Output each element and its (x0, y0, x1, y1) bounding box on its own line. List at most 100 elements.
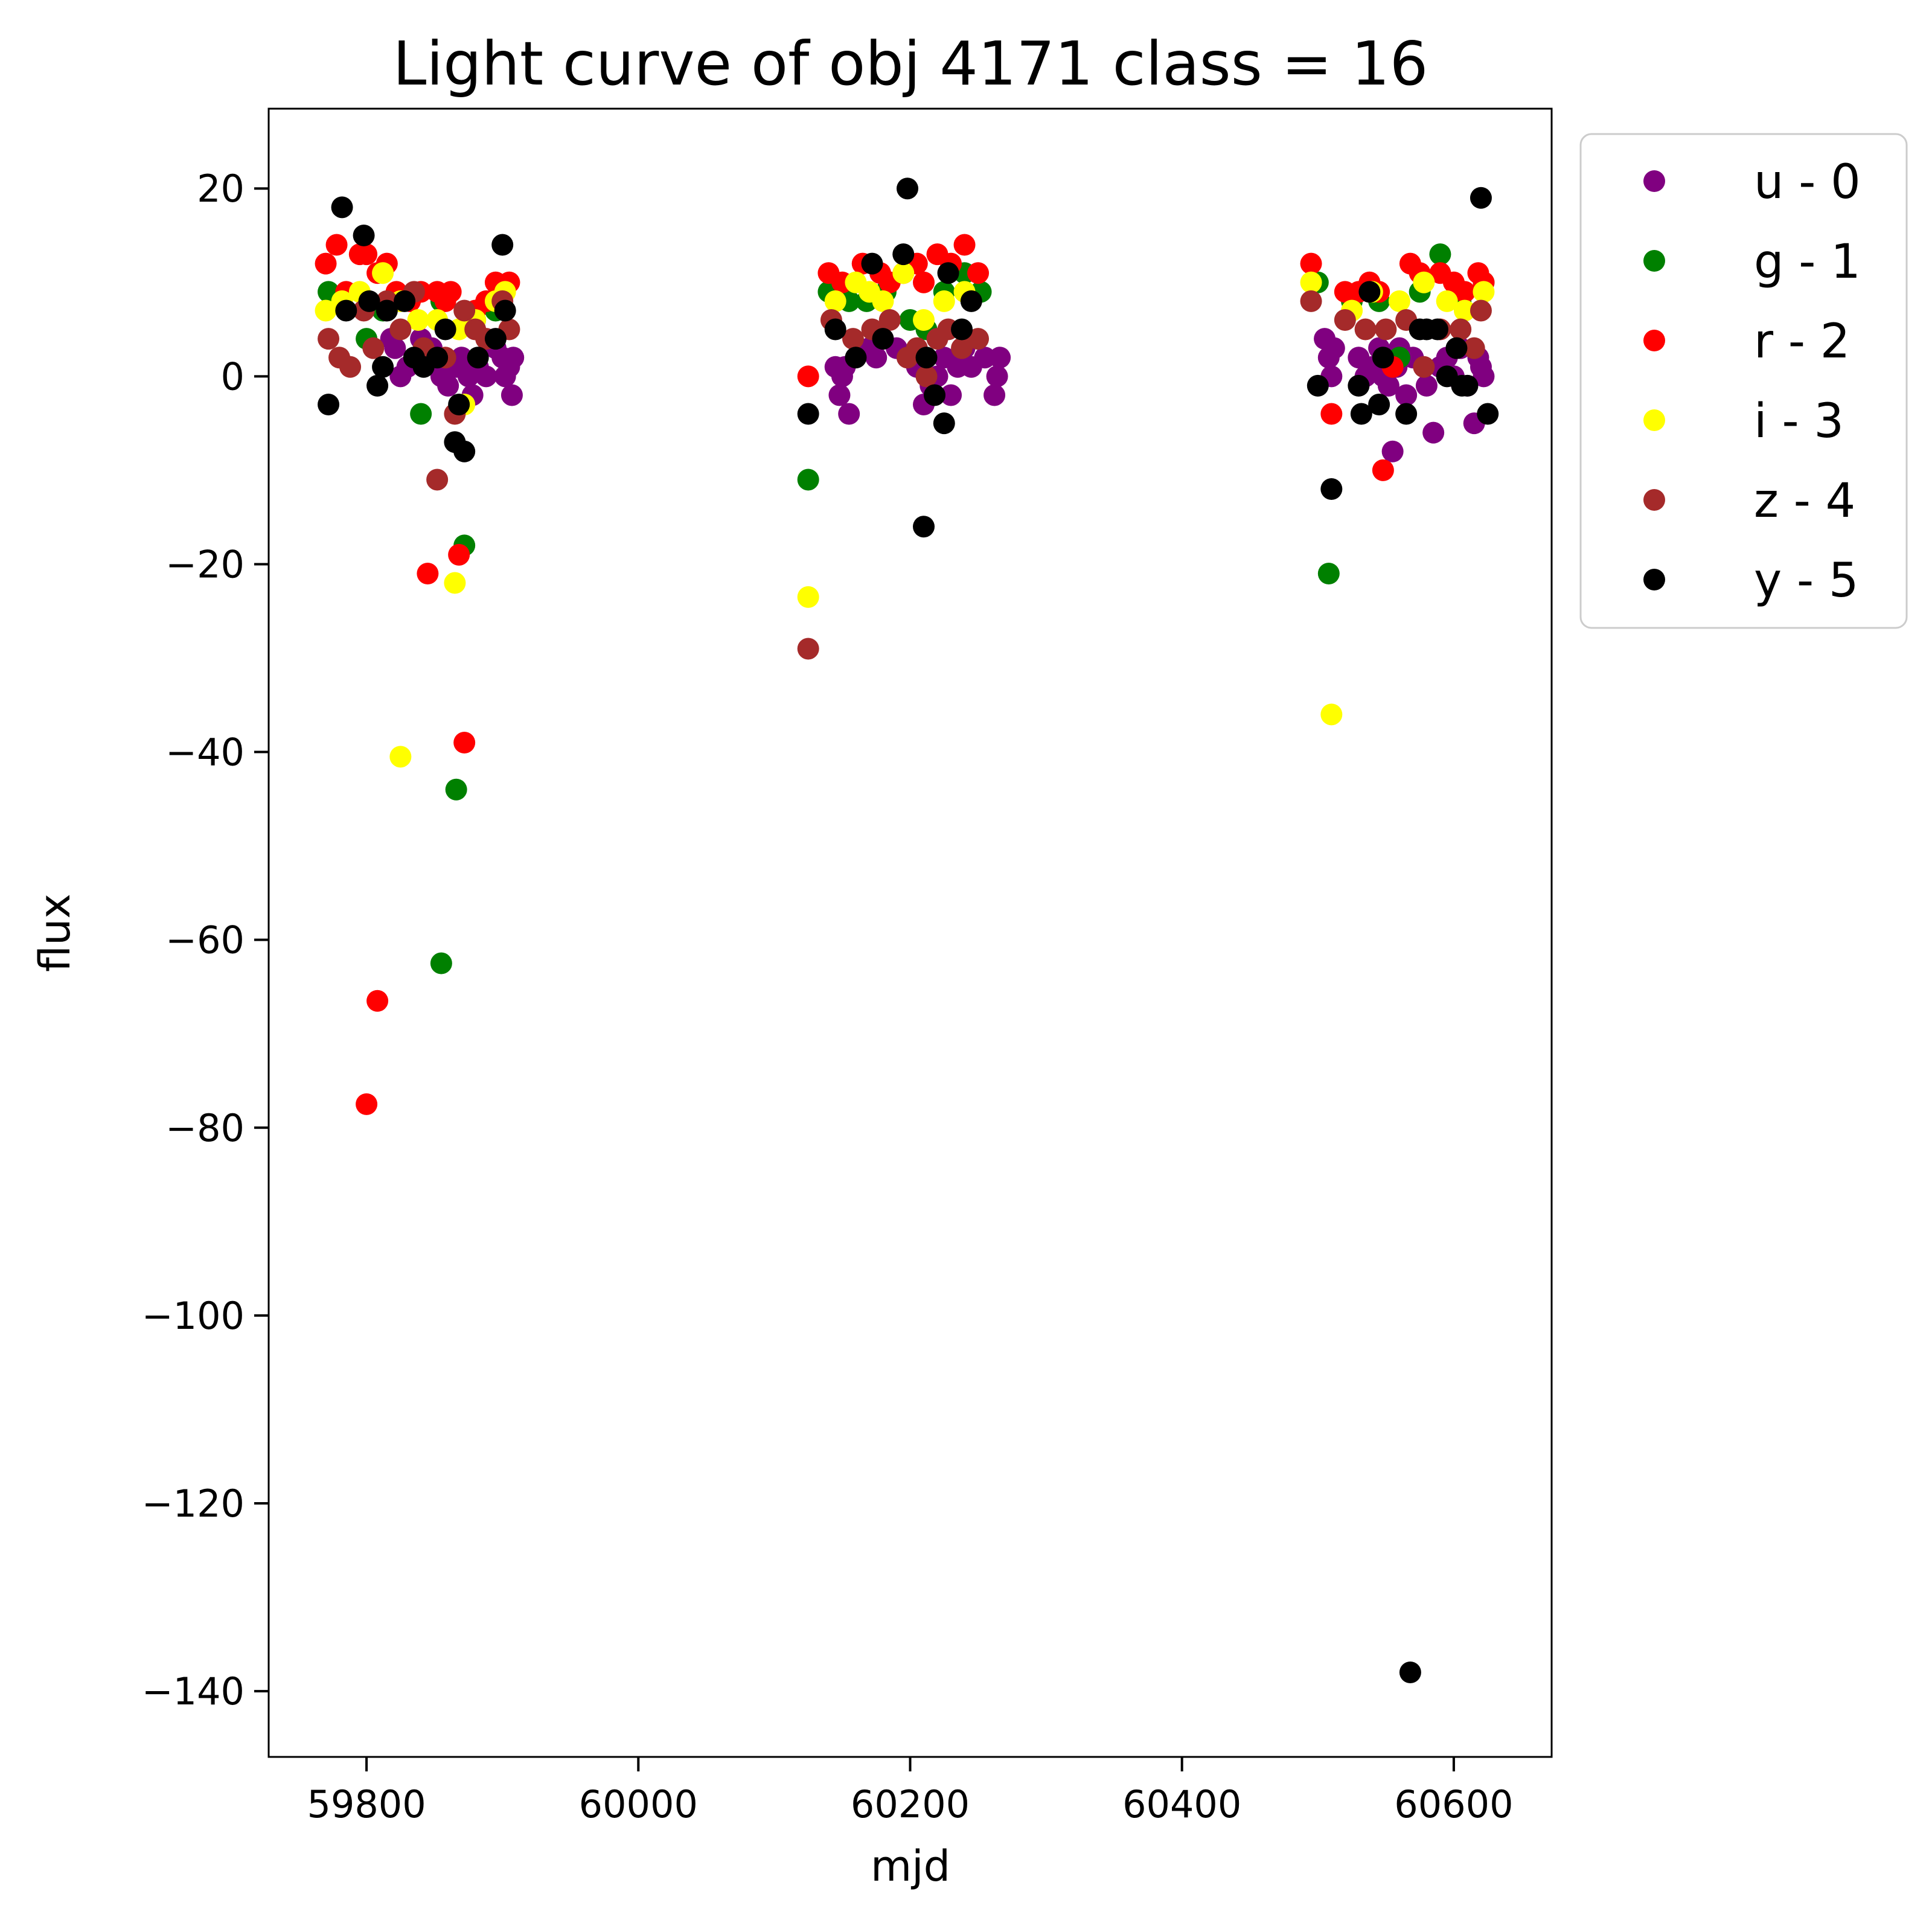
y-tick-label: −40 (165, 731, 245, 775)
legend-label-u: u - 0 (1754, 155, 1861, 210)
data-point-u (1323, 337, 1345, 359)
y-tick-label: −120 (142, 1482, 245, 1526)
data-point-u (384, 337, 406, 359)
data-point-y (467, 347, 489, 369)
data-point-r (953, 234, 976, 256)
data-point-y (1368, 394, 1390, 415)
y-tick-label: −80 (165, 1106, 245, 1150)
data-point-i (372, 262, 394, 284)
data-point-r (1320, 403, 1343, 425)
data-point-y (896, 178, 918, 200)
chart-title: Light curve of obj 4171 class = 16 (393, 28, 1428, 99)
legend-label-r: r - 2 (1754, 315, 1850, 369)
data-point-y (318, 394, 340, 415)
data-point-y (494, 299, 516, 322)
x-axis-label: mjd (871, 1841, 950, 1891)
data-point-z (1375, 318, 1397, 341)
data-point-y (448, 394, 470, 415)
data-point-r (315, 252, 337, 275)
data-point-r (797, 365, 819, 388)
data-point-r (913, 271, 935, 293)
data-point-z (1354, 318, 1377, 341)
data-point-y (491, 234, 514, 256)
data-point-y (426, 347, 449, 369)
data-point-u (501, 384, 523, 406)
data-point-i (407, 309, 429, 331)
data-point-z (797, 638, 819, 660)
data-point-y (372, 356, 394, 378)
data-point-y (1445, 337, 1468, 359)
data-point-i (1320, 703, 1343, 726)
data-point-y (1426, 318, 1448, 341)
data-point-u (450, 347, 473, 369)
data-point-u (838, 403, 860, 425)
data-point-r (453, 732, 476, 753)
data-point-i (1413, 271, 1435, 293)
data-point-z (362, 337, 385, 359)
data-point-u (475, 365, 497, 388)
data-point-y (434, 318, 456, 341)
y-tick-label: −60 (165, 918, 245, 962)
data-point-r (1300, 252, 1322, 275)
data-point-z (878, 309, 901, 331)
data-point-r (325, 234, 348, 256)
data-point-y (1320, 478, 1343, 500)
data-point-y (915, 347, 938, 369)
data-point-z (426, 469, 449, 491)
data-point-z (339, 356, 362, 378)
data-point-y (937, 262, 959, 284)
legend-marker-r (1643, 330, 1665, 351)
data-point-i (933, 290, 955, 312)
data-point-r (967, 262, 990, 284)
data-point-i (797, 586, 819, 608)
data-point-z (1450, 318, 1472, 341)
data-point-i (824, 290, 846, 312)
data-point-y (453, 440, 476, 462)
data-point-y (951, 318, 973, 341)
data-point-y (1395, 403, 1418, 425)
data-point-u (1473, 365, 1495, 388)
data-point-u (437, 374, 459, 397)
data-point-y (824, 318, 846, 341)
data-point-i (1473, 281, 1495, 303)
data-point-y (1456, 374, 1479, 397)
data-point-z (1470, 299, 1492, 322)
data-point-y (1372, 347, 1394, 369)
data-point-y (861, 252, 883, 275)
data-point-y (845, 347, 867, 369)
data-point-i (1453, 299, 1476, 322)
data-point-y (484, 328, 507, 350)
data-point-r (366, 990, 389, 1012)
data-point-z (1334, 309, 1356, 331)
data-point-y (960, 290, 982, 312)
x-tick-label: 60200 (851, 1782, 970, 1826)
data-point-r (356, 1093, 378, 1115)
data-point-u (940, 384, 962, 406)
legend-marker-z (1643, 489, 1665, 511)
legend: u - 0 g - 1 r - 2 i - 3 z - 4 y - 5 (1579, 133, 1908, 629)
data-point-r (1372, 459, 1394, 481)
data-point-y (353, 225, 375, 246)
data-point-r (417, 563, 439, 584)
data-point-z (951, 337, 973, 359)
data-point-y (376, 299, 398, 322)
data-point-y (1358, 281, 1381, 303)
data-point-z (453, 299, 476, 322)
data-point-u (1395, 384, 1418, 406)
data-point-y (1399, 1662, 1421, 1683)
x-tick-label: 59800 (307, 1782, 426, 1826)
data-point-i (892, 262, 915, 284)
y-tick-label: −20 (165, 542, 245, 586)
data-point-y (331, 196, 353, 219)
data-point-r (440, 281, 462, 303)
data-point-y (872, 328, 894, 350)
data-point-g (445, 778, 467, 801)
data-point-z (389, 318, 412, 341)
data-point-g (797, 469, 819, 491)
legend-label-i: i - 3 (1754, 394, 1844, 449)
data-point-u (974, 347, 996, 369)
data-point-i (444, 572, 466, 594)
data-point-y (366, 374, 389, 397)
y-axis-label: flux (30, 894, 80, 972)
